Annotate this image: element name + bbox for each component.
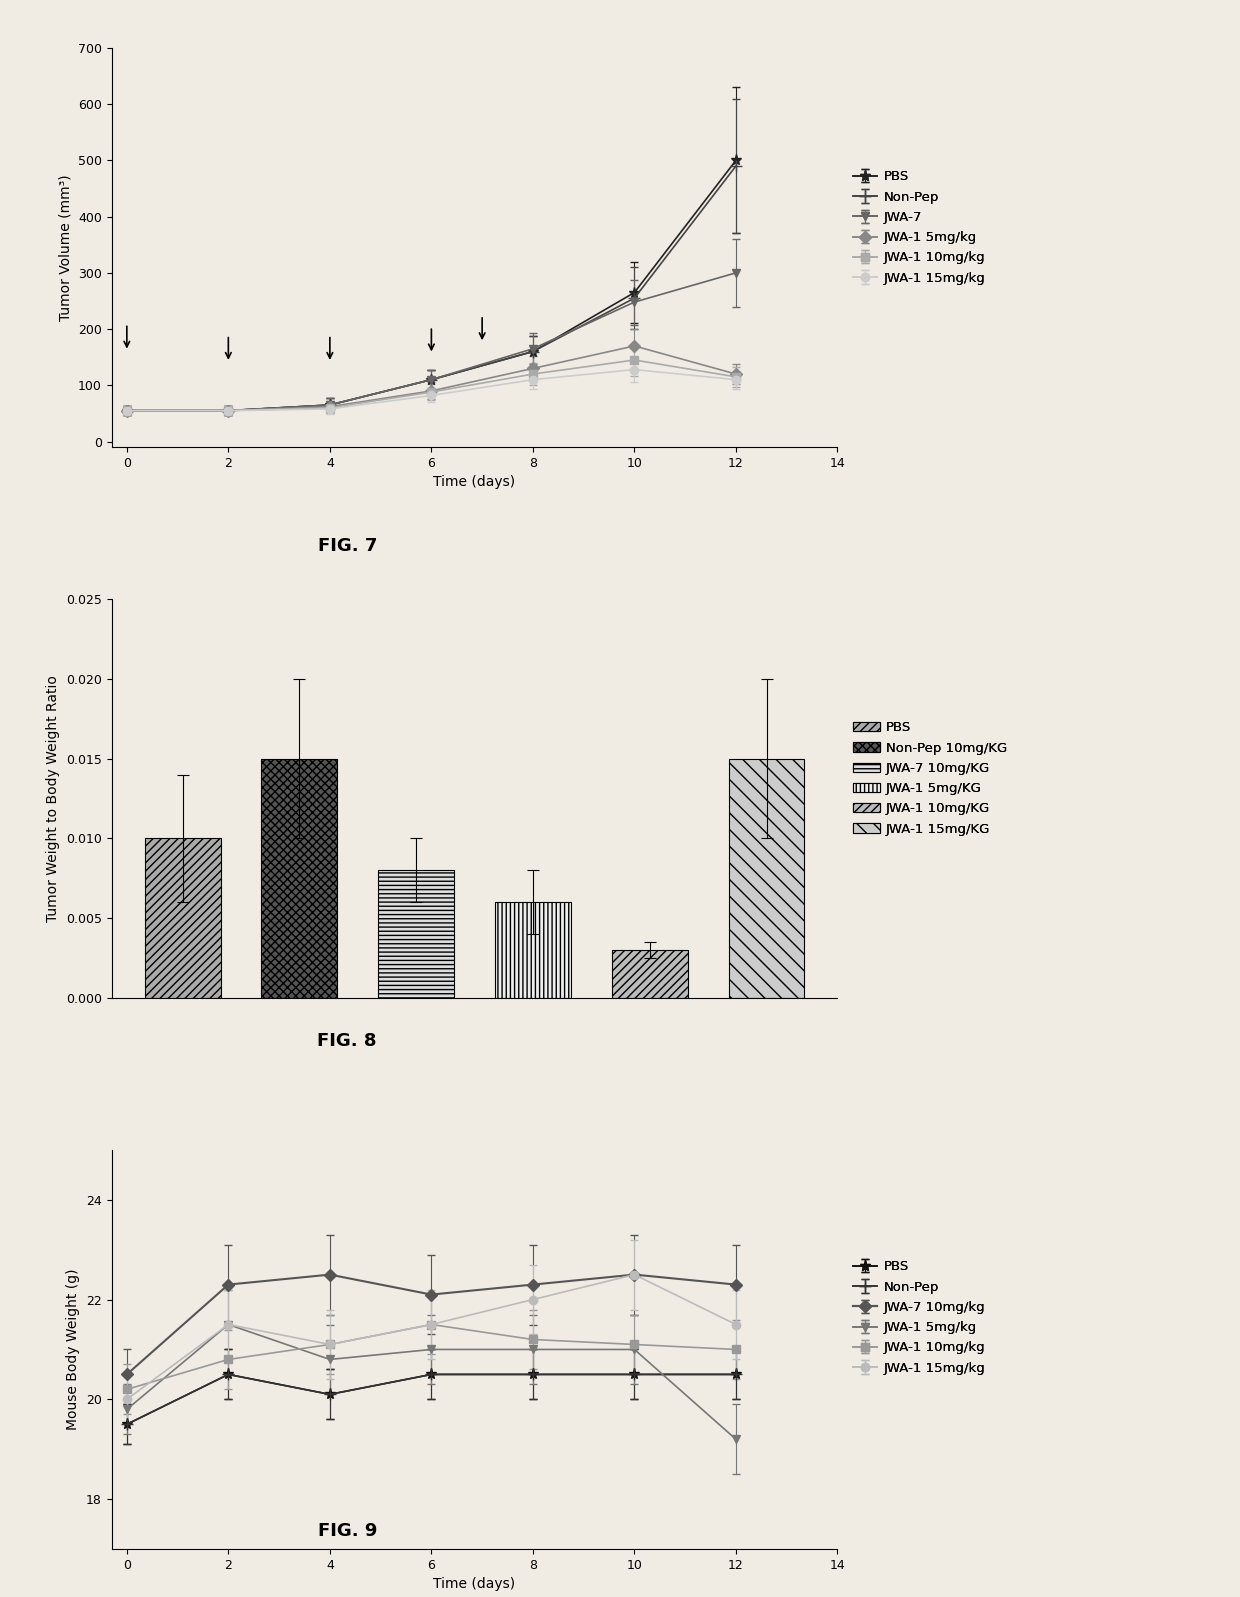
X-axis label: Time (days): Time (days)	[434, 476, 516, 489]
Y-axis label: Mouse Body Weight (g): Mouse Body Weight (g)	[67, 1268, 81, 1431]
Bar	[262, 759, 337, 998]
Text: FIG. 8: FIG. 8	[317, 1032, 377, 1051]
Y-axis label: Tumor Volume (mm³): Tumor Volume (mm³)	[58, 174, 72, 321]
Bar	[729, 759, 805, 998]
Y-axis label: Tumor Weight to Body Weight Ratio: Tumor Weight to Body Weight Ratio	[46, 676, 61, 921]
Legend: PBS, Non-Pep, JWA-7, JWA-1 5mg/kg, JWA-1 10mg/kg, JWA-1 15mg/kg: PBS, Non-Pep, JWA-7, JWA-1 5mg/kg, JWA-1…	[853, 171, 986, 284]
Legend: PBS, Non-Pep 10mg/KG, JWA-7 10mg/KG, JWA-1 5mg/KG, JWA-1 10mg/KG, JWA-1 15mg/KG: PBS, Non-Pep 10mg/KG, JWA-7 10mg/KG, JWA…	[853, 722, 1007, 835]
Bar	[611, 950, 688, 998]
Text: FIG. 9: FIG. 9	[317, 1522, 377, 1541]
Bar	[378, 870, 454, 998]
Text: FIG. 7: FIG. 7	[317, 537, 377, 556]
Bar	[495, 902, 570, 998]
X-axis label: Time (days): Time (days)	[434, 1578, 516, 1591]
Bar	[145, 838, 221, 998]
Legend: PBS, Non-Pep, JWA-7 10mg/kg, JWA-1 5mg/kg, JWA-1 10mg/kg, JWA-1 15mg/kg: PBS, Non-Pep, JWA-7 10mg/kg, JWA-1 5mg/k…	[853, 1260, 986, 1375]
